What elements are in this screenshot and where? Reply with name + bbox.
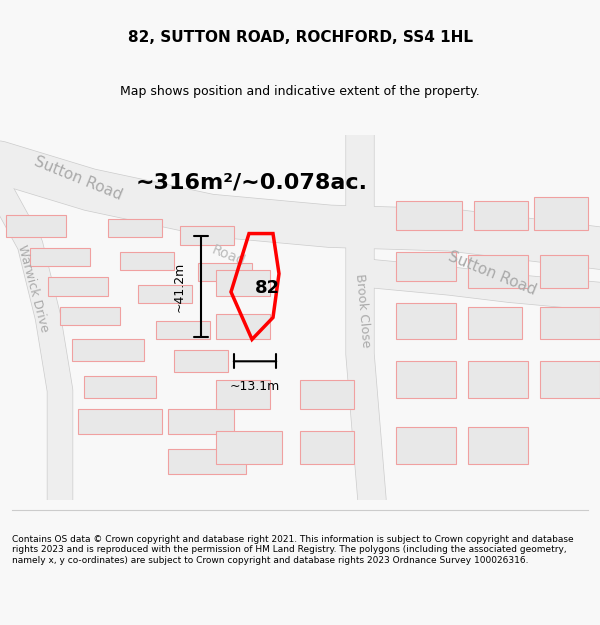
Text: Brook Close: Brook Close (353, 272, 373, 348)
Text: 82, SUTTON ROAD, ROCHFORD, SS4 1HL: 82, SUTTON ROAD, ROCHFORD, SS4 1HL (128, 30, 473, 45)
Bar (540, 361, 600, 398)
Bar (48, 278, 108, 296)
Bar (72, 339, 144, 361)
Bar (216, 431, 282, 464)
Bar (84, 376, 156, 398)
Bar (474, 201, 528, 230)
Text: Sutton Road: Sutton Road (32, 154, 124, 203)
Text: Map shows position and indicative extent of the property.: Map shows position and indicative extent… (120, 85, 480, 98)
Bar (174, 351, 228, 372)
Bar (60, 306, 120, 325)
Bar (156, 321, 210, 339)
Bar (540, 306, 600, 339)
Bar (30, 248, 90, 266)
Bar (138, 284, 192, 303)
Bar (468, 361, 528, 398)
Bar (216, 270, 270, 296)
Bar (300, 431, 354, 464)
Text: ~13.1m: ~13.1m (230, 379, 280, 392)
Text: Contains OS data © Crown copyright and database right 2021. This information is : Contains OS data © Crown copyright and d… (12, 535, 574, 565)
Bar (468, 256, 528, 288)
Bar (468, 427, 528, 464)
Bar (468, 306, 522, 339)
Text: Warwick Drive: Warwick Drive (15, 243, 51, 333)
Bar (168, 449, 246, 474)
Bar (396, 252, 456, 281)
Bar (198, 262, 252, 281)
Text: Sutton Road: Sutton Road (446, 249, 538, 298)
Bar (396, 303, 456, 339)
Text: 82: 82 (254, 279, 280, 298)
Bar (216, 379, 270, 409)
Bar (120, 252, 174, 270)
Bar (168, 409, 234, 434)
Bar (300, 379, 354, 409)
Bar (540, 256, 588, 288)
Bar (396, 201, 462, 230)
Bar (6, 215, 66, 238)
Bar (180, 226, 234, 244)
Bar (216, 314, 270, 339)
Bar (108, 219, 162, 238)
Bar (534, 197, 588, 230)
Bar (78, 409, 162, 434)
Bar (396, 427, 456, 464)
Text: ~316m²/~0.078ac.: ~316m²/~0.078ac. (136, 173, 368, 192)
Text: ~41.2m: ~41.2m (173, 261, 186, 312)
Text: Road: Road (209, 242, 247, 269)
Bar (396, 361, 456, 398)
